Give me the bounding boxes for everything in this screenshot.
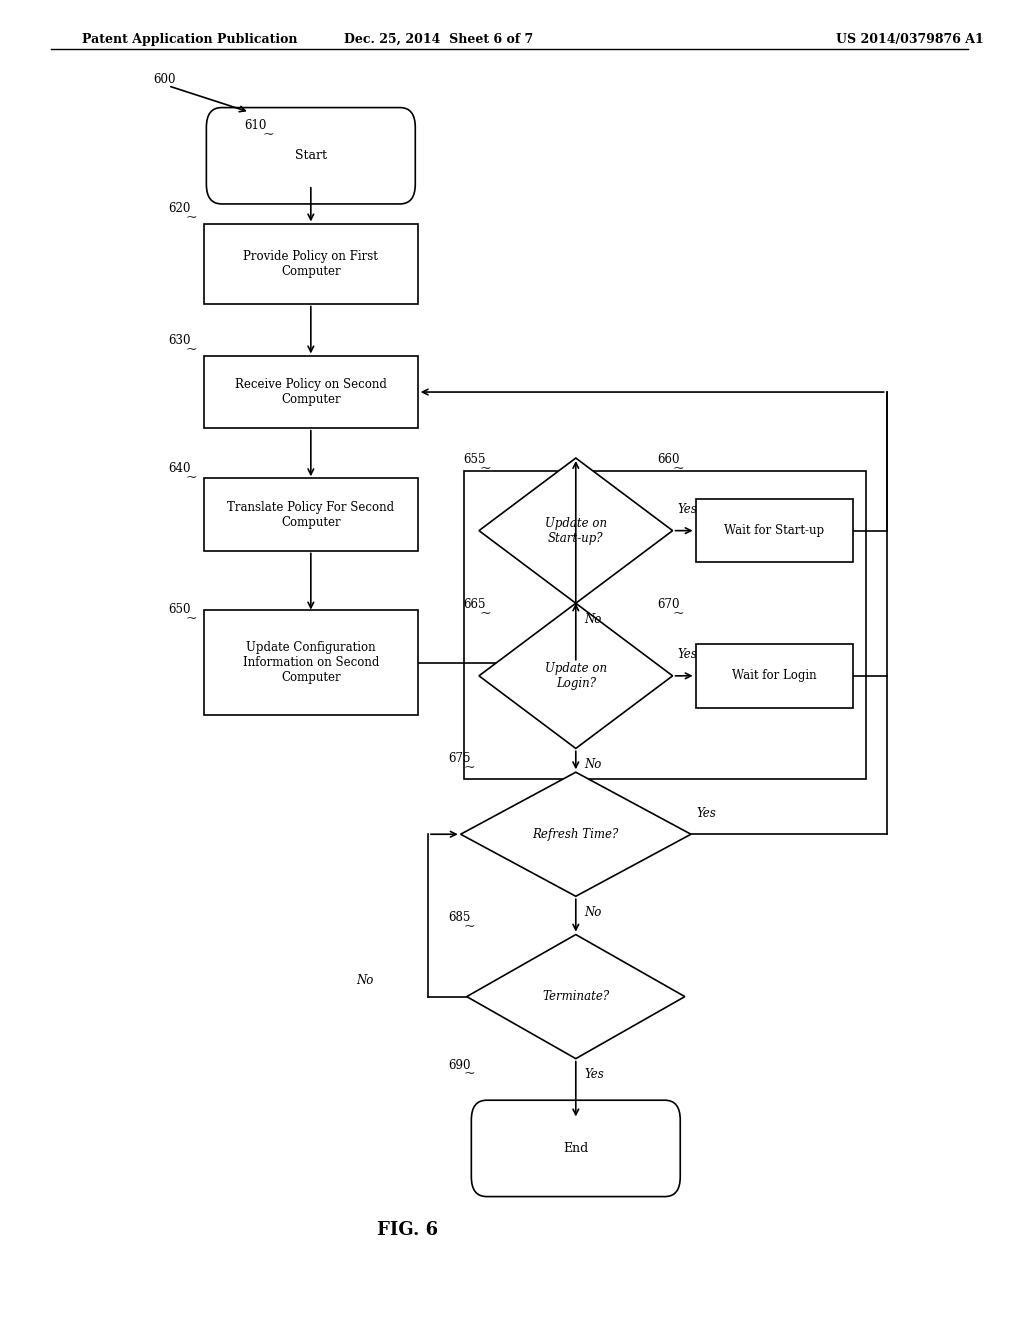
Bar [695, 644, 853, 708]
Text: Dec. 25, 2014  Sheet 6 of 7: Dec. 25, 2014 Sheet 6 of 7 [344, 33, 532, 46]
Text: 675: 675 [449, 752, 471, 766]
Text: 670: 670 [657, 598, 680, 611]
Text: ~: ~ [479, 607, 490, 620]
Text: Update on
Login?: Update on Login? [545, 661, 607, 690]
Bar [204, 224, 418, 304]
Text: Update Configuration
Information on Second
Computer: Update Configuration Information on Seco… [243, 642, 379, 684]
Text: No: No [584, 906, 601, 919]
Text: ~: ~ [673, 607, 684, 620]
Text: Terminate?: Terminate? [543, 990, 609, 1003]
Text: 685: 685 [449, 911, 471, 924]
Text: Yes: Yes [678, 503, 697, 516]
Text: 660: 660 [657, 453, 680, 466]
Text: ~: ~ [464, 920, 475, 933]
Text: Patent Application Publication: Patent Application Publication [82, 33, 297, 46]
Bar [695, 499, 853, 562]
Text: ~: ~ [479, 462, 490, 475]
Polygon shape [479, 458, 673, 603]
Text: Yes: Yes [678, 648, 697, 661]
Text: No: No [584, 758, 601, 771]
Text: 620: 620 [168, 202, 190, 215]
Text: 650: 650 [168, 603, 190, 616]
Text: Provide Policy on First
Computer: Provide Policy on First Computer [244, 249, 378, 279]
FancyBboxPatch shape [471, 1101, 680, 1196]
Text: 690: 690 [449, 1059, 471, 1072]
Text: Wait for Start-up: Wait for Start-up [724, 524, 824, 537]
Text: No: No [356, 974, 374, 987]
Text: ~: ~ [673, 462, 684, 475]
Text: ~: ~ [464, 1068, 475, 1081]
Text: Start: Start [295, 149, 327, 162]
Text: End: End [563, 1142, 589, 1155]
Text: 640: 640 [168, 462, 190, 475]
Text: Yes: Yes [696, 807, 716, 820]
Bar [204, 610, 418, 715]
Text: 600: 600 [153, 73, 175, 86]
Polygon shape [461, 772, 691, 896]
Text: ~: ~ [185, 612, 198, 626]
FancyBboxPatch shape [207, 107, 416, 205]
Bar [204, 355, 418, 428]
Text: ~: ~ [185, 471, 198, 484]
Text: Translate Policy For Second
Computer: Translate Policy For Second Computer [227, 500, 394, 529]
Text: US 2014/0379876 A1: US 2014/0379876 A1 [836, 33, 983, 46]
Text: Refresh Time?: Refresh Time? [532, 828, 618, 841]
Bar [464, 471, 866, 779]
Text: ~: ~ [185, 211, 198, 224]
Text: FIG. 6: FIG. 6 [377, 1221, 438, 1239]
Text: ~: ~ [262, 128, 273, 141]
Text: 630: 630 [168, 334, 190, 347]
Text: 655: 655 [464, 453, 486, 466]
Text: Receive Policy on Second
Computer: Receive Policy on Second Computer [234, 378, 387, 407]
Text: Yes: Yes [584, 1068, 604, 1081]
Text: Wait for Login: Wait for Login [732, 669, 817, 682]
Text: No: No [584, 612, 601, 626]
Text: Update on
Start-up?: Update on Start-up? [545, 516, 607, 545]
Polygon shape [479, 603, 673, 748]
Text: 610: 610 [245, 119, 267, 132]
Polygon shape [467, 935, 685, 1059]
Bar [204, 479, 418, 552]
Text: ~: ~ [464, 762, 475, 775]
Text: 665: 665 [464, 598, 486, 611]
Text: ~: ~ [185, 343, 198, 356]
